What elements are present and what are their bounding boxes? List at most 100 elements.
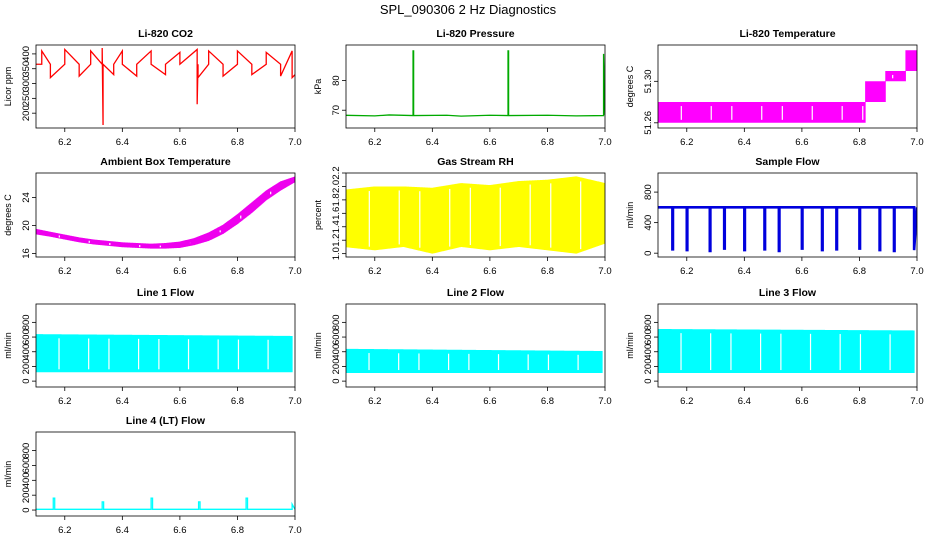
line-3-flow-data xyxy=(658,328,915,374)
line-1-flow-series-band xyxy=(36,334,293,373)
line-1-flow-x-tick-label: 6.4 xyxy=(116,396,129,407)
gas-stream-rh-y-axis-label: percent xyxy=(313,199,323,230)
line-4-lt-flow-y-tick-label: 600 xyxy=(21,458,32,474)
ambient-box-temperature-panel: Ambient Box Temperature 6.2 6.4 6.6 6.8 7.0 16… xyxy=(3,156,302,277)
line-1-flow-x-tick-label: 6.2 xyxy=(58,396,71,407)
sample-flow-title: Sample Flow xyxy=(755,156,820,168)
line-2-flow-x-tick-label: 7.0 xyxy=(598,396,611,407)
sample-flow-x-tick-label: 7.0 xyxy=(910,266,923,277)
line-1-flow-x-tick-label: 6.6 xyxy=(173,396,186,407)
li-820-temperature-title: Li-820 Temperature xyxy=(739,28,835,40)
sample-flow-y-tick-label: 0 xyxy=(643,251,654,256)
line-4-lt-flow-panel: Line 4 (LT) Flow 6.2 6.4 6.6 6.8 7.0 0 20040060… xyxy=(3,415,302,536)
line-2-flow-data xyxy=(346,348,603,374)
line-1-flow-title: Line 1 Flow xyxy=(137,287,195,299)
li-820-co2-series-line xyxy=(36,47,295,126)
li-820-temperature-series-band xyxy=(658,50,917,123)
line-1-flow-y-tick-label: 800 xyxy=(21,314,32,330)
li-820-co2-title: Li-820 CO2 xyxy=(138,28,193,40)
li-820-pressure-data xyxy=(346,50,605,117)
gas-stream-rh-x-tick-label: 6.2 xyxy=(368,266,381,277)
line-3-flow-series-band xyxy=(658,328,915,374)
ambient-box-temperature-x-tick-label: 6.4 xyxy=(116,266,129,277)
li-820-pressure-series-line xyxy=(346,50,605,117)
li-820-pressure-panel: Li-820 Pressure 6.2 6.4 6.6 6.8 7.0 70 80 kPa xyxy=(313,28,612,148)
sample-flow-y-axis-label: ml/min xyxy=(625,202,635,229)
line-2-flow-y-tick-label: 200 xyxy=(331,359,342,375)
line-2-flow-x-tick-label: 6.6 xyxy=(483,396,496,407)
li-820-pressure-x-tick-label: 6.8 xyxy=(541,137,554,148)
ambient-box-temperature-x-tick-label: 6.6 xyxy=(173,266,186,277)
li-820-co2-y-axis-label: Licor ppm xyxy=(3,67,13,107)
sample-flow-x-tick-label: 6.6 xyxy=(795,266,808,277)
li-820-temperature-data xyxy=(658,50,917,123)
gas-stream-rh-series-band xyxy=(346,176,605,254)
li-820-co2-x-tick-label: 7.0 xyxy=(288,137,301,148)
ambient-box-temperature-y-axis-label: degrees C xyxy=(3,194,13,236)
line-3-flow-y-tick-label: 0 xyxy=(643,378,654,383)
line-3-flow-y-tick-label: 400 xyxy=(643,344,654,360)
li-820-temperature-y-tick-label: 51.26 xyxy=(643,111,654,135)
line-4-lt-flow-data xyxy=(36,497,295,510)
li-820-temperature-x-tick-label: 7.0 xyxy=(910,137,923,148)
line-1-flow-frame xyxy=(35,303,296,388)
line-3-flow-y-tick-label: 200 xyxy=(643,359,654,375)
gas-stream-rh-y-tick-label: 1.4 xyxy=(331,220,342,233)
li-820-pressure-frame xyxy=(345,44,606,129)
li-820-co2-data xyxy=(36,47,295,126)
line-4-lt-flow-x-tick-label: 7.0 xyxy=(288,525,301,536)
line-3-flow-x-tick-label: 7.0 xyxy=(910,396,923,407)
line-1-flow-y-tick-label: 0 xyxy=(21,378,32,383)
ambient-box-temperature-x-tick-label: 6.2 xyxy=(58,266,71,277)
li-820-pressure-x-tick-label: 6.2 xyxy=(368,137,381,148)
gas-stream-rh-y-tick-label: 1.0 xyxy=(331,247,342,260)
gas-stream-rh-y-tick-label: 2.2 xyxy=(331,166,342,179)
li-820-co2-y-tick-label: 250 xyxy=(21,90,32,106)
gas-stream-rh-x-tick-label: 6.8 xyxy=(541,266,554,277)
sample-flow-y-tick-label: 400 xyxy=(643,215,654,231)
gas-stream-rh-data xyxy=(346,176,605,254)
gas-stream-rh-x-tick-label: 6.4 xyxy=(426,266,439,277)
line-3-flow-x-tick-label: 6.4 xyxy=(738,396,751,407)
li-820-pressure-title: Li-820 Pressure xyxy=(436,28,514,40)
line-4-lt-flow-y-tick-label: 0 xyxy=(21,507,32,512)
ambient-box-temperature-x-tick-label: 6.8 xyxy=(231,266,244,277)
li-820-temperature-panel: Li-820 Temperature 6.2 6.4 6.6 6.8 7.0 51.26 51… xyxy=(625,28,924,148)
li-820-co2-x-tick-label: 6.6 xyxy=(173,137,186,148)
ambient-box-temperature-y-tick-label: 20 xyxy=(21,220,32,231)
li-820-temperature-frame xyxy=(657,44,918,129)
line-2-flow-y-tick-label: 0 xyxy=(331,378,342,383)
sample-flow-x-tick-label: 6.2 xyxy=(680,266,693,277)
line-2-flow-x-tick-label: 6.4 xyxy=(426,396,439,407)
line-4-lt-flow-x-tick-label: 6.4 xyxy=(116,525,129,536)
gas-stream-rh-y-tick-label: 1.6 xyxy=(331,207,342,220)
gas-stream-rh-x-tick-label: 6.6 xyxy=(483,266,496,277)
li-820-pressure-x-tick-label: 6.4 xyxy=(426,137,439,148)
line-2-flow-x-tick-label: 6.2 xyxy=(368,396,381,407)
line-3-flow-y-axis-label: ml/min xyxy=(625,332,635,359)
line-3-flow-frame xyxy=(657,303,918,388)
line-3-flow-x-tick-label: 6.8 xyxy=(853,396,866,407)
line-3-flow-y-tick-label: 600 xyxy=(643,329,654,345)
line-2-flow-series-band xyxy=(346,348,603,374)
line-2-flow-x-tick-label: 6.8 xyxy=(541,396,554,407)
line-1-flow-x-tick-label: 7.0 xyxy=(288,396,301,407)
line-4-lt-flow-y-axis-label: ml/min xyxy=(3,461,13,488)
gas-stream-rh-x-tick-label: 7.0 xyxy=(598,266,611,277)
gas-stream-rh-frame xyxy=(345,172,606,258)
li-820-pressure-x-tick-label: 7.0 xyxy=(598,137,611,148)
line-2-flow-y-tick-label: 400 xyxy=(331,344,342,360)
li-820-temperature-x-tick-label: 6.2 xyxy=(680,137,693,148)
sample-flow-panel: Sample Flow 6.2 6.4 6.6 6.8 7.0 0 400 800 ml/min xyxy=(625,156,924,277)
line-2-flow-title: Line 2 Flow xyxy=(447,287,505,299)
line-4-lt-flow-frame xyxy=(35,431,296,517)
li-820-pressure-y-tick-label: 70 xyxy=(331,105,342,116)
line-2-flow-y-tick-label: 800 xyxy=(331,314,342,330)
sample-flow-x-tick-label: 6.4 xyxy=(738,266,751,277)
line-1-flow-y-axis-label: ml/min xyxy=(3,332,13,359)
ambient-box-temperature-series-band xyxy=(36,176,295,249)
sample-flow-frame xyxy=(657,172,918,258)
